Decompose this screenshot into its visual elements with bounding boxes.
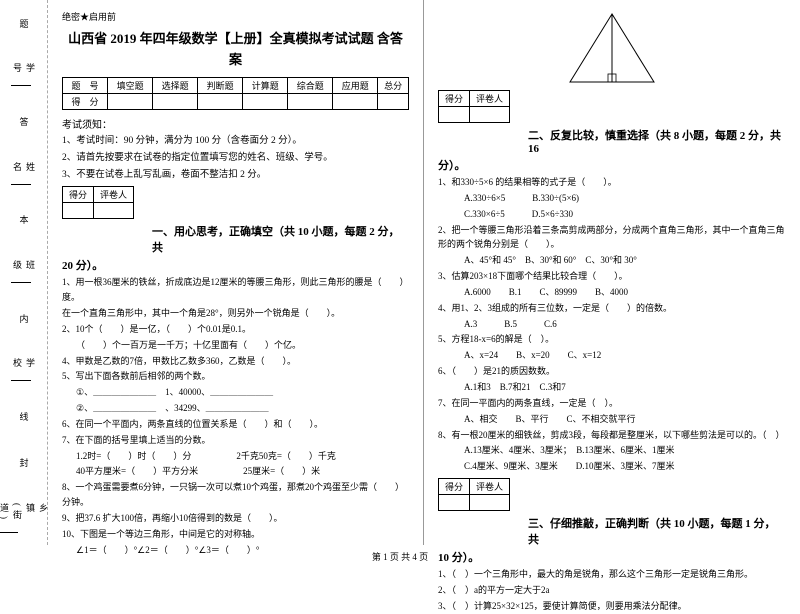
gutter-mark: 题 xyxy=(19,17,28,30)
notice-item: 3、不要在试卷上乱写乱画，卷面不整洁扣 2 分。 xyxy=(62,168,409,182)
gutter-block: 学号 xyxy=(11,63,37,81)
marker-table: 得分评卷人 xyxy=(62,186,134,219)
left-column: 绝密★启用前 山西省 2019 年四年级数学【上册】全真模拟考试试题 含答 案 … xyxy=(48,0,424,545)
marker-table-3: 得分评卷人 xyxy=(438,478,510,511)
notice-heading: 考试须知： xyxy=(62,116,409,131)
section2-questions: 1、和330÷5×6 的结果相等的式子是（ ）。 A.330÷6×5 B.330… xyxy=(438,175,786,474)
binding-gutter: 题 学号 答 姓名 本 班级 内 学校 线 封 乡镇(街道) xyxy=(0,0,48,545)
gutter-mark: 内 xyxy=(19,312,28,325)
triangle-figure xyxy=(562,10,662,86)
gutter-mark: 线 xyxy=(19,410,28,423)
gutter-mark: 本 xyxy=(19,213,28,226)
score-table: 题 号 填空题 选择题 判断题 计算题 综合题 应用题 总分 得 分 xyxy=(62,77,409,110)
notice-item: 1、考试时间：90 分钟，满分为 100 分（含卷面分 2 分）。 xyxy=(62,134,409,148)
secret-label: 绝密★启用前 xyxy=(62,10,409,23)
section1-title-b: 20 分）。 xyxy=(62,257,409,273)
gutter-block: 班级 xyxy=(11,260,37,278)
section3-title: 三、仔细推敲，正确判断（共 10 小题，每题 1 分，共 xyxy=(438,515,786,547)
section1-title: 一、用心思考，正确填空（共 10 小题，每题 2 分，共 xyxy=(62,223,409,255)
section1-questions: 1、用一根36厘米的铁丝，折成底边是12厘米的等腰三角形，则此三角形的腰是（ ）… xyxy=(62,275,409,557)
notice-list: 1、考试时间：90 分钟，满分为 100 分（含卷面分 2 分）。 2、请首先按… xyxy=(62,134,409,183)
exam-title: 山西省 2019 年四年级数学【上册】全真模拟考试试题 含答 案 xyxy=(62,29,409,71)
section3-questions: 1、（ ）一个三角形中，最大的角是锐角，那么这个三角形一定是锐角三角形。 2、（… xyxy=(438,567,786,614)
right-column: 得分评卷人 二、反复比较，慎重选择（共 8 小题，每题 2 分，共 16 分）。… xyxy=(424,0,800,545)
page-footer: 第 1 页 共 4 页 xyxy=(0,550,800,563)
gutter-block: 乡镇(街道) xyxy=(0,503,50,528)
gutter-mark: 封 xyxy=(19,456,28,469)
notice-item: 2、请首先按要求在试卷的指定位置填写您的姓名、班级、学号。 xyxy=(62,151,409,165)
section2-title: 二、反复比较，慎重选择（共 8 小题，每题 2 分，共 16 xyxy=(438,127,786,155)
section2-title-b: 分）。 xyxy=(438,157,786,173)
gutter-block: 学校 xyxy=(11,358,37,376)
marker-table-2: 得分评卷人 xyxy=(438,90,510,123)
gutter-block: 姓名 xyxy=(11,162,37,180)
gutter-mark: 答 xyxy=(19,115,28,128)
